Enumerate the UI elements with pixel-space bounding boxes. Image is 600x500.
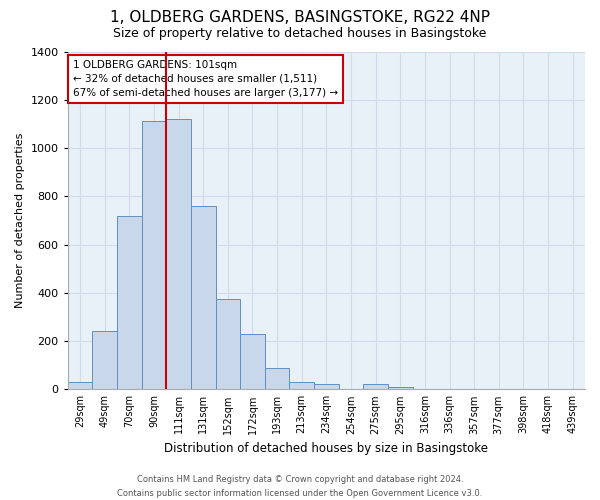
X-axis label: Distribution of detached houses by size in Basingstoke: Distribution of detached houses by size … <box>164 442 488 455</box>
Text: Contains HM Land Registry data © Crown copyright and database right 2024.
Contai: Contains HM Land Registry data © Crown c… <box>118 476 482 498</box>
Bar <box>142 122 166 390</box>
Bar <box>92 332 117 390</box>
Bar <box>289 382 314 390</box>
Bar <box>265 368 289 390</box>
Bar <box>191 206 215 390</box>
Bar <box>215 299 240 390</box>
Bar <box>166 119 191 390</box>
Bar <box>68 382 92 390</box>
Text: 1 OLDBERG GARDENS: 101sqm
← 32% of detached houses are smaller (1,511)
67% of se: 1 OLDBERG GARDENS: 101sqm ← 32% of detac… <box>73 60 338 98</box>
Bar <box>388 387 413 390</box>
Y-axis label: Number of detached properties: Number of detached properties <box>15 132 25 308</box>
Bar <box>240 334 265 390</box>
Bar <box>117 216 142 390</box>
Bar <box>314 384 338 390</box>
Text: 1, OLDBERG GARDENS, BASINGSTOKE, RG22 4NP: 1, OLDBERG GARDENS, BASINGSTOKE, RG22 4N… <box>110 10 490 25</box>
Bar <box>364 384 388 390</box>
Text: Size of property relative to detached houses in Basingstoke: Size of property relative to detached ho… <box>113 28 487 40</box>
